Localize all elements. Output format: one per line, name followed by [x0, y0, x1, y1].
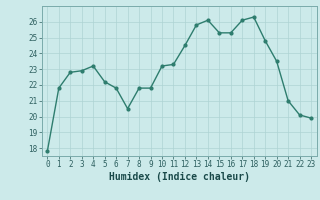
X-axis label: Humidex (Indice chaleur): Humidex (Indice chaleur) [109, 172, 250, 182]
